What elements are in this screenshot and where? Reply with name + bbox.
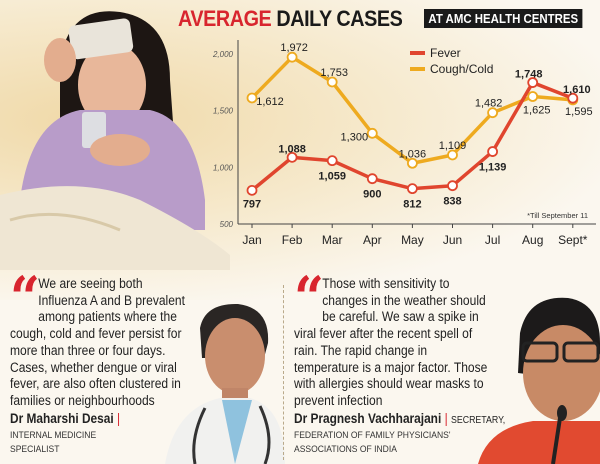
legend-label-cough-cold: Cough/Cold [430, 62, 493, 76]
x-tick-label: Feb [282, 233, 303, 247]
data-point [567, 92, 579, 104]
chart-subtitle: AT AMC HEALTH CENTRES [424, 9, 583, 28]
chart-footnote: *Till September 11 [527, 211, 588, 220]
line-chart: 500 1,000 1,500 2,000 Jan Feb Mar Apr May Jun Jul… [212, 40, 596, 247]
data-label: 900 [363, 189, 381, 201]
data-point [366, 173, 378, 185]
series-line-fever [250, 80, 574, 192]
column-divider [283, 285, 284, 460]
role-line: ASSOCIATIONS OF INDIA [294, 444, 397, 455]
role-line: INTERNAL MEDICINE [10, 430, 97, 441]
quote-author-desai: Dr Maharshi Desai | [10, 411, 120, 426]
x-tick-label: Aug [522, 233, 543, 247]
data-point [246, 184, 258, 196]
x-tick-label: Mar [322, 233, 343, 247]
data-label: 1,088 [278, 143, 306, 155]
separator: | [116, 411, 121, 426]
dr-vachharajani-photo [478, 297, 600, 464]
data-point [246, 92, 258, 104]
data-label: 838 [443, 196, 461, 208]
legend-label-fever: Fever [430, 46, 461, 60]
quote-mark-icon: “ [294, 264, 324, 332]
data-point [406, 183, 418, 195]
dr-desai-photo [165, 303, 285, 464]
x-tick-label: Jul [485, 233, 500, 247]
author-name: Dr Pragnesh Vachharajani [294, 411, 442, 426]
data-point [527, 77, 539, 88]
author-role-vachharajani: FEDERATION OF FAMILY PHYSICIANS' ASSOCIA… [294, 429, 451, 457]
quote-text: We are seeing both Influenza A and B pre… [10, 276, 185, 408]
data-label: 1,109 [439, 140, 467, 152]
quote-author-vachharajani: Dr Pragnesh Vachharajani | SECRETARY, [294, 411, 505, 426]
data-point [406, 157, 418, 169]
x-tick-label: Sept* [558, 233, 588, 247]
role-line: SECRETARY, [450, 415, 506, 426]
x-tick-label: Apr [363, 233, 382, 247]
legend: Fever Cough/Cold [410, 46, 493, 76]
data-point [366, 127, 378, 139]
data-point [487, 107, 499, 119]
x-tick-label: Jan [242, 233, 261, 247]
data-label: 1,612 [256, 96, 284, 108]
x-tick-label: Jun [443, 233, 462, 247]
quote-desai: “ We are seeing both Influenza A and B p… [10, 264, 190, 410]
quote-text: Those with sensitivity to changes in the… [294, 276, 488, 408]
data-point [527, 91, 539, 102]
data-label: 1,753 [320, 67, 348, 79]
quote-mark-icon: “ [10, 264, 40, 332]
chart-title-part1: AVERAGE [178, 6, 272, 31]
chart-title: AVERAGE DAILY CASES [178, 6, 403, 32]
sick-woman-photo [0, 11, 230, 270]
role-line: SPECIALIST [10, 444, 60, 455]
data-point [326, 76, 338, 88]
data-label: 797 [243, 198, 261, 210]
separator: | [444, 411, 448, 426]
data-label: 1,036 [399, 148, 427, 160]
data-point [487, 146, 499, 157]
data-point [286, 51, 298, 63]
role-line: FEDERATION OF FAMILY PHYSICIANS' [294, 430, 451, 441]
y-tick-label: 500 [220, 220, 234, 229]
y-tick-label: 1,500 [213, 107, 234, 116]
chart-title-part2: DAILY CASES [276, 6, 403, 31]
quote-vachharajani: “ Those with sensitivity to changes in t… [294, 264, 488, 410]
y-tick-label: 2,000 [212, 50, 234, 59]
data-label: 1,482 [475, 98, 503, 110]
data-point [447, 149, 458, 161]
data-point [326, 155, 338, 167]
data-point [447, 180, 458, 192]
data-label: 1,300 [341, 131, 369, 143]
author-role-desai: INTERNAL MEDICINE SPECIALIST [10, 429, 96, 457]
y-tick-label: 1,000 [213, 163, 234, 172]
data-label: 1,059 [318, 171, 346, 183]
data-point [286, 151, 298, 163]
data-label: 1,972 [280, 42, 308, 54]
data-label: 1,595 [565, 106, 593, 118]
data-label: 1,748 [515, 69, 543, 81]
data-label: 1,610 [563, 84, 591, 96]
data-label: 1,625 [523, 105, 551, 117]
data-label: 812 [403, 199, 421, 211]
x-tick-label: May [401, 233, 424, 247]
author-name: Dr Maharshi Desai [10, 411, 114, 426]
data-label: 1,139 [479, 162, 507, 174]
